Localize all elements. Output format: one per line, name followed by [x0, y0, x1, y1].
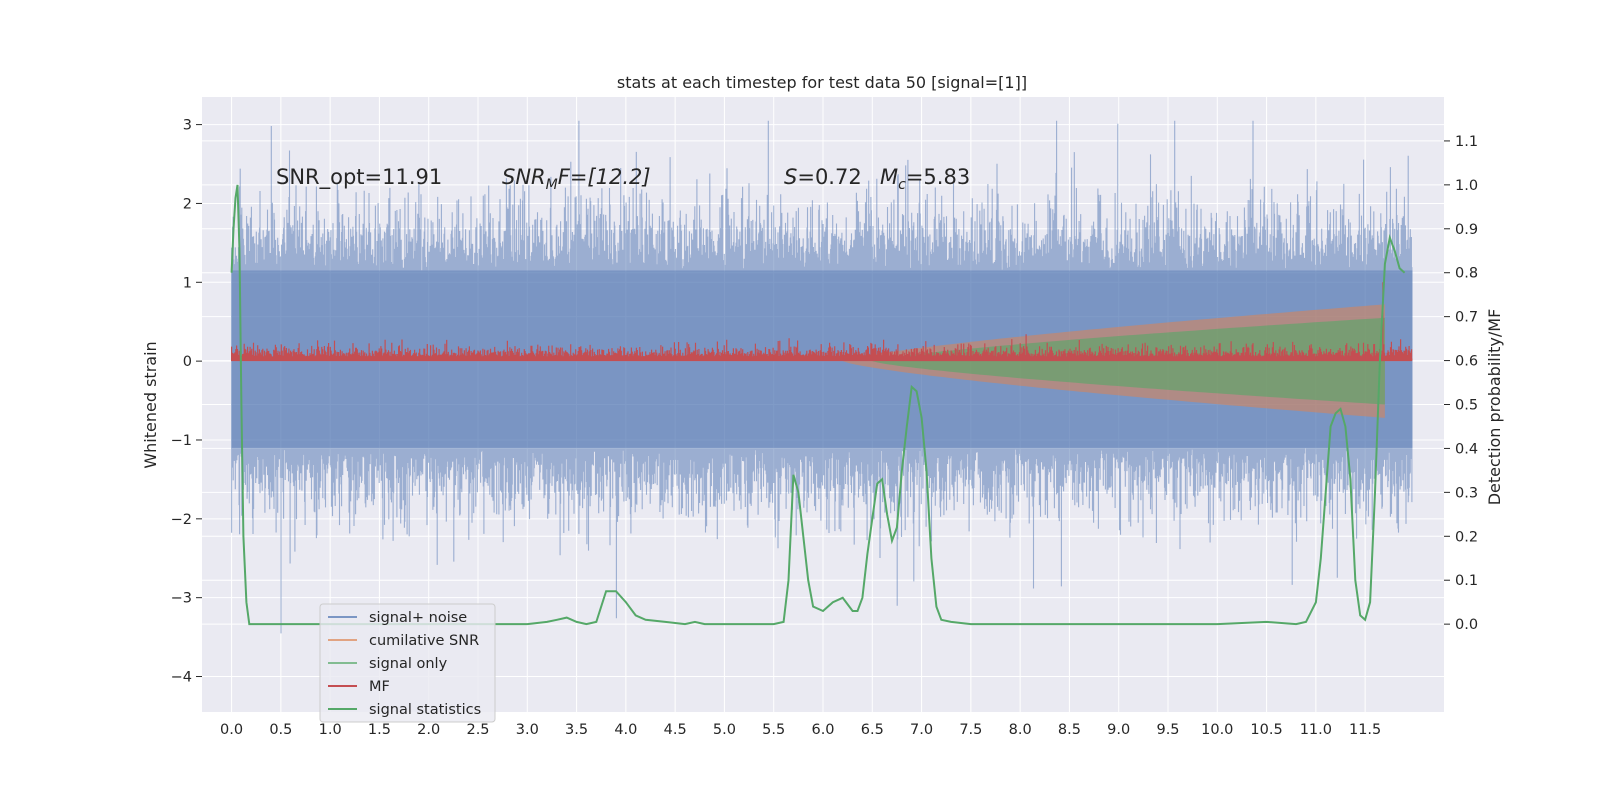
x-tick-label: 6.5: [861, 722, 884, 738]
x-tick-label: 5.5: [762, 722, 785, 738]
right-y-tick-label: 0.7: [1455, 310, 1478, 326]
legend-label-signal-only: signal only: [369, 656, 448, 672]
right-y-tick-label: 0.5: [1455, 398, 1478, 414]
chart-marks: [230, 120, 1413, 634]
x-tick-label: 3.0: [516, 722, 539, 738]
annotation-mc-sub: c: [898, 177, 906, 193]
annotation-snr-mf-rest: F=[12.2]: [558, 165, 651, 189]
legend-label-signal-noise: signal+ noise: [369, 610, 467, 626]
x-tick-label: 10.0: [1201, 722, 1233, 738]
x-tick-label: 2.0: [417, 722, 440, 738]
left-y-tick-label: −4: [171, 670, 192, 686]
right-y-tick-label: 0.4: [1455, 441, 1478, 457]
x-tick-label: 11.0: [1300, 722, 1332, 738]
annotation-s: S=0.72: [784, 165, 862, 189]
axis-labels: 0.0 0.5 1.0 1.5 2.0 2.5 3.0 3.5 4.0 4.5 5.0 5.5 6.0 6…: [171, 118, 1478, 738]
annotation-mc: Mc=5.83: [880, 165, 970, 193]
x-tick-label: 9.5: [1156, 722, 1179, 738]
right-y-tick-label: 0.2: [1455, 529, 1478, 545]
x-tick-label: 0.0: [220, 722, 243, 738]
annotation-snr-mf-base: SNR: [502, 165, 546, 189]
left-y-tick-label: 0: [183, 354, 192, 370]
series-signal-only: [872, 317, 1385, 405]
right-y-tick-label: 0.6: [1455, 354, 1478, 370]
x-tick-label: 4.0: [614, 722, 637, 738]
legend: signal+ noise cumilative SNR signal only…: [319, 603, 496, 723]
x-tick-label: 1.0: [319, 722, 342, 738]
right-y-tick-label: 0.9: [1455, 222, 1478, 238]
left-y-tick-label: 3: [183, 118, 192, 134]
left-y-tick-label: −3: [171, 591, 192, 607]
x-tick-label: 3.5: [565, 722, 588, 738]
x-tick-label: 9.0: [1107, 722, 1130, 738]
legend-box: [319, 603, 496, 723]
annotation-mc-val: =5.83: [906, 165, 970, 189]
left-y-tick-label: 2: [183, 196, 192, 212]
annotation-s-var: S: [784, 165, 797, 189]
legend-label-mf: MF: [369, 679, 390, 695]
annotation-mc-var: M: [880, 165, 898, 189]
series-mf: [231, 282, 1413, 362]
left-y-tick-label: −2: [171, 512, 192, 528]
right-y-tick-label: 0.3: [1455, 485, 1478, 501]
left-axis-label: Whitened strain: [141, 341, 160, 468]
annotation-s-val: =0.72: [797, 165, 861, 189]
annotation-snr-opt: SNR_opt=11.91: [276, 165, 442, 190]
x-tick-label: 11.5: [1349, 722, 1381, 738]
annotation-snr-mf: SNRMF=[12.2]: [502, 165, 651, 193]
right-y-tick-label: 1.0: [1455, 178, 1478, 194]
x-tick-label: 8.5: [1058, 722, 1081, 738]
chart-title: stats at each timestep for test data 50 …: [617, 73, 1027, 92]
right-y-tick-label: 1.1: [1455, 134, 1478, 150]
x-tick-label: 1.5: [368, 722, 391, 738]
x-tick-label: 2.5: [466, 722, 489, 738]
right-y-tick-label: 0.0: [1455, 617, 1478, 633]
x-tick-label: 4.5: [664, 722, 687, 738]
x-tick-label: 8.0: [1009, 722, 1032, 738]
legend-label-signal-statistics: signal statistics: [369, 702, 481, 718]
annotation-snr-mf-sub: M: [546, 177, 558, 193]
x-tick-label: 6.0: [811, 722, 834, 738]
legend-label-cumulative-snr: cumilative SNR: [369, 633, 479, 649]
x-tick-label: 10.5: [1250, 722, 1282, 738]
x-tick-label: 5.0: [713, 722, 736, 738]
left-y-tick-label: −1: [171, 433, 192, 449]
right-axis-label: Detection probability/MF: [1485, 309, 1504, 506]
x-tick-label: 7.5: [959, 722, 982, 738]
x-tick-label: 0.5: [269, 722, 292, 738]
left-y-tick-label: 1: [183, 275, 192, 291]
x-tick-label: 7.0: [910, 722, 933, 738]
right-y-tick-label: 0.8: [1455, 266, 1478, 282]
right-y-tick-label: 0.1: [1455, 573, 1478, 589]
